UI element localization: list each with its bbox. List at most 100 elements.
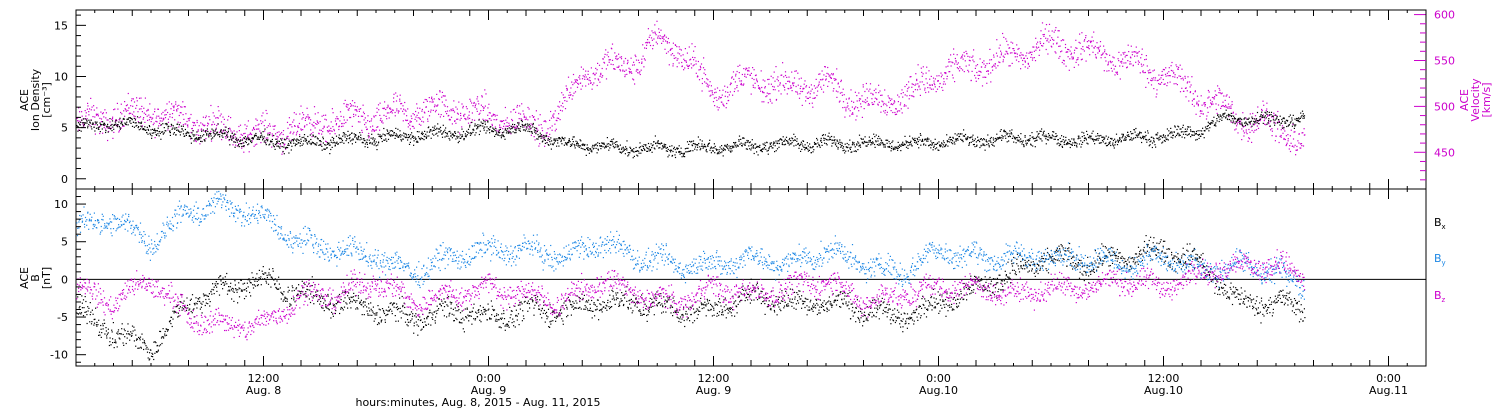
velocity-series-point <box>1037 41 1039 43</box>
density-series-point <box>663 143 665 145</box>
density-series-point <box>215 128 217 130</box>
density-series-point <box>597 142 599 144</box>
density-series-point <box>606 137 608 139</box>
density-series-point <box>632 150 634 153</box>
velocity-series-point <box>562 106 564 108</box>
velocity-series-point <box>218 131 221 133</box>
velocity-series-point <box>872 93 874 95</box>
density-series-point <box>342 132 344 134</box>
density-series-point <box>79 124 81 126</box>
velocity-series-point <box>391 112 393 114</box>
density-series-point <box>172 133 175 135</box>
velocity-series-point <box>698 79 701 81</box>
velocity-series-point <box>1068 49 1070 51</box>
density-series-point <box>1186 128 1188 130</box>
density-series-point <box>1135 127 1137 130</box>
velocity-series-point <box>1167 75 1169 77</box>
velocity-series-point <box>921 81 923 83</box>
density-series-point <box>885 139 887 141</box>
velocity-series-point <box>746 67 748 70</box>
velocity-series-point <box>894 111 896 114</box>
density-series-point <box>419 139 421 141</box>
density-series-point <box>1018 139 1020 141</box>
velocity-series-point <box>736 70 738 73</box>
density-series-point <box>85 122 87 124</box>
velocity-series-point <box>1178 75 1180 77</box>
density-series-point <box>1100 134 1102 137</box>
density-series-point <box>827 135 829 137</box>
velocity-series-point <box>616 66 618 68</box>
velocity-series-point <box>350 104 353 106</box>
velocity-series-point <box>810 90 812 92</box>
velocity-series-point <box>1060 51 1062 53</box>
density-series-point <box>1143 135 1145 138</box>
velocity-series-point <box>857 107 859 109</box>
velocity-series-point <box>200 122 202 124</box>
velocity-series-point <box>390 110 393 112</box>
density-series-point <box>1075 142 1077 144</box>
density-series-point <box>1008 135 1011 137</box>
velocity-series-point <box>402 105 404 107</box>
density-series-point <box>1125 139 1127 141</box>
velocity-series-point <box>1192 93 1194 95</box>
density-series-point <box>231 132 233 134</box>
velocity-series-point <box>873 103 875 105</box>
density-series-point <box>128 117 130 119</box>
velocity-series-point <box>435 105 437 107</box>
density-series-point <box>343 134 345 136</box>
velocity-series-point <box>315 123 317 125</box>
velocity-series-point <box>1177 68 1179 70</box>
density-series-point <box>1162 135 1164 137</box>
velocity-series-point <box>790 85 792 87</box>
velocity-series-point <box>895 108 897 110</box>
velocity-series-point <box>871 98 873 100</box>
density-series-point <box>999 137 1001 139</box>
velocity-series-point <box>844 116 846 118</box>
density-series-point <box>357 139 359 141</box>
velocity-series-point <box>255 128 258 130</box>
velocity-series-point <box>1034 60 1037 62</box>
density-series-point <box>380 135 382 137</box>
velocity-series-point <box>620 56 623 58</box>
velocity-series-point <box>626 73 628 75</box>
density-series-point <box>688 150 690 152</box>
velocity-series-point <box>1047 53 1049 55</box>
velocity-series-point <box>1255 129 1258 131</box>
density-series-point <box>605 145 607 147</box>
density-series-point <box>1034 140 1036 142</box>
density-series-point <box>669 149 671 152</box>
density-series-point <box>1002 136 1004 138</box>
density-series-point <box>679 150 681 153</box>
density-series-point <box>983 143 985 145</box>
density-series-point <box>736 144 738 146</box>
velocity-series-point <box>292 121 294 123</box>
density-series-point <box>888 146 890 148</box>
density-series-point <box>708 143 710 145</box>
density-series-point <box>1049 136 1051 138</box>
density-series-point <box>264 140 266 142</box>
density-series-point <box>1044 136 1046 138</box>
density-series-point <box>351 139 353 141</box>
density-series-point <box>865 141 867 143</box>
density-series-point <box>905 142 907 144</box>
density-series-point <box>978 139 980 141</box>
velocity-series-point <box>1292 145 1294 147</box>
velocity-series-point <box>1039 49 1041 51</box>
density-series-point <box>148 125 150 127</box>
velocity-series-point <box>247 120 249 122</box>
density-series-point <box>847 150 849 152</box>
velocity-series-point <box>1145 58 1147 60</box>
density-series-point <box>931 143 933 145</box>
density-series-point <box>415 141 418 143</box>
velocity-series-point <box>750 93 752 95</box>
velocity-series-point <box>682 54 684 56</box>
density-series-point <box>328 144 330 146</box>
velocity-series-point <box>714 88 716 90</box>
velocity-series-point <box>937 80 939 82</box>
velocity-series-point <box>635 59 638 61</box>
velocity-series-point <box>388 117 390 119</box>
density-series-point <box>1170 127 1172 129</box>
velocity-series-point <box>1236 122 1238 124</box>
density-series-point <box>439 128 441 130</box>
density-series-point <box>722 147 724 149</box>
